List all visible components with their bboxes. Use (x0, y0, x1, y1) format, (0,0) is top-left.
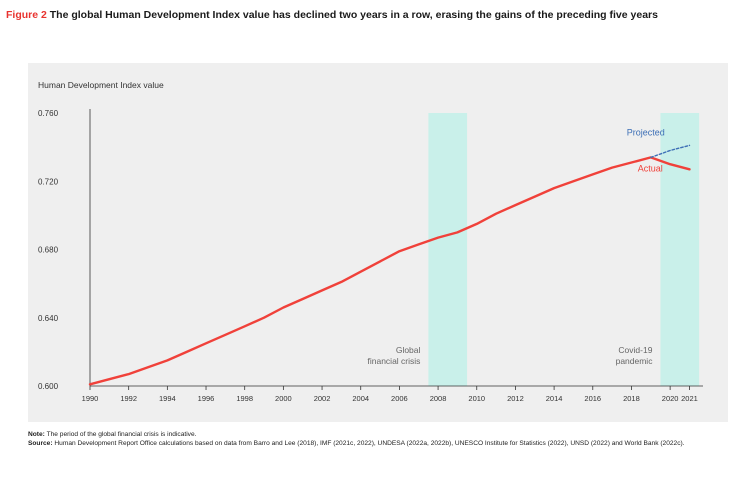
x-tick-label: 2014 (546, 394, 563, 403)
x-tick-label: 2006 (391, 394, 408, 403)
x-tick-label: 2021 (681, 394, 698, 403)
chart-panel: Global financial crisis Covid-19 pandemic Hu… (28, 63, 728, 422)
y-tick-label: 0.760 (38, 109, 59, 118)
series-line-actual (88, 156, 691, 386)
x-tick-label: 2010 (468, 394, 485, 403)
figure-label: Figure 2 (6, 9, 47, 21)
x-tick-label: 2008 (430, 394, 447, 403)
y-axis-label: Human Development Index value (38, 80, 164, 90)
note-text: The period of the global financial crisi… (46, 431, 197, 438)
figure-title-text: The global Human Development Index value… (49, 9, 658, 21)
x-tick-label: 2000 (275, 394, 292, 403)
x-tick-label: 1998 (236, 394, 253, 403)
shaded-region-label: Global (396, 345, 421, 355)
x-tick-label: 2016 (584, 394, 601, 403)
shaded-region-covid-19 (660, 113, 700, 386)
shaded-region-label: financial crisis (368, 356, 421, 366)
x-tick-label: 2018 (623, 394, 640, 403)
source-label: Source: (28, 440, 53, 447)
x-tick-label: 1996 (198, 394, 215, 403)
x-tick-label: 2002 (314, 394, 331, 403)
y-tick-label: 0.680 (38, 246, 59, 255)
x-tick-label: 2004 (352, 394, 369, 403)
y-tick-label: 0.600 (38, 382, 59, 391)
note-label: Note: (28, 431, 45, 438)
x-tick-label: 1994 (159, 394, 176, 403)
source-text: Human Development Report Office calculat… (54, 440, 685, 447)
figure-notes: Note: The period of the global financial… (28, 430, 728, 448)
shaded-region-label: pandemic (616, 356, 654, 366)
series-label-actual: Actual (638, 163, 663, 173)
x-tick-label: 2012 (507, 394, 524, 403)
note-line: Note: The period of the global financial… (28, 430, 728, 439)
figure-title: Figure 2 The global Human Development In… (6, 8, 736, 23)
x-tick-label: 1992 (120, 394, 137, 403)
source-line: Source: Human Development Report Office … (28, 439, 728, 448)
shaded-region-label: Covid-19 (618, 345, 652, 355)
x-tick-label: 1990 (82, 394, 99, 403)
shaded-region-financial-crisis (428, 113, 468, 386)
y-tick-label: 0.640 (38, 314, 59, 323)
series-label-projected: Projected (627, 128, 665, 138)
x-tick-label: 2020 (662, 394, 679, 403)
series-line-projected (650, 144, 691, 159)
y-tick-label: 0.720 (38, 177, 59, 186)
